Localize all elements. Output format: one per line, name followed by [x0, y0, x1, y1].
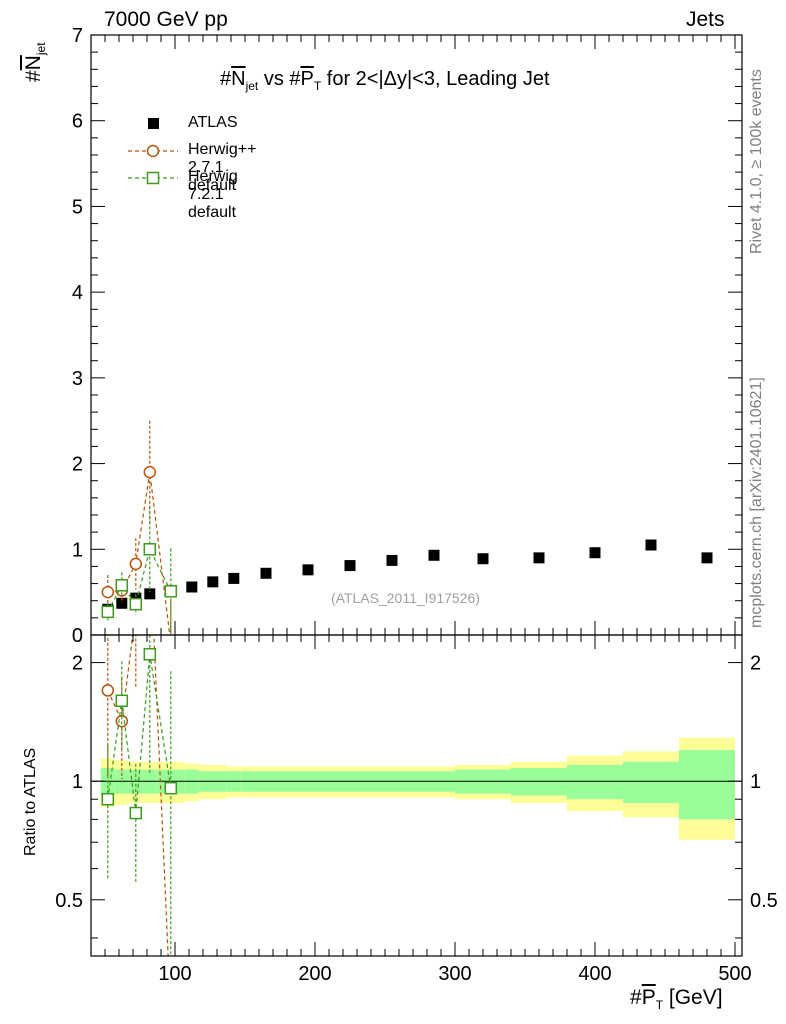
- ratio-ytick-label-right-1: 1: [750, 771, 761, 793]
- atlas-point-16: [645, 539, 657, 551]
- herwig7-ratio-point-1: [115, 694, 129, 708]
- herwig7-main-point-3: [143, 543, 157, 556]
- atlas-marker-icon: [148, 118, 159, 129]
- ratio-ytick-label-left-1: 1: [72, 771, 83, 793]
- atlas-point-3: [144, 588, 156, 600]
- herwigpp-main-point-0: [101, 585, 115, 599]
- band-inner-15: [567, 764, 623, 800]
- main-ytick-label-6: 6: [72, 111, 83, 133]
- xtick-label-2: 300: [438, 963, 471, 985]
- atlas-point-10: [344, 560, 356, 572]
- xtick-label-1: 200: [298, 963, 331, 985]
- xtick-label-4: 500: [718, 963, 751, 985]
- ratio-ytick-label-left-0: 0.5: [55, 890, 83, 912]
- atlas-point-7: [228, 572, 240, 584]
- analysis-watermark: (ATLAS_2011_I917526): [331, 590, 480, 606]
- ratio-uncertainty-bands: [100, 737, 735, 840]
- herwigpp-main-point-2: [129, 557, 143, 571]
- legend-label-atlas: ATLAS: [188, 114, 238, 131]
- ratio-series: [101, 635, 178, 956]
- herwig7-ratio-point-3: [143, 647, 157, 661]
- atlas-point-13: [477, 553, 489, 565]
- band-inner-17: [679, 749, 735, 820]
- header-left: 7000 GeV pp: [104, 8, 228, 31]
- atlas-point-6: [207, 576, 219, 588]
- main-ytick-label-2: 2: [72, 454, 83, 476]
- legend-label-herwig7: Herwig 7.2.1 default: [188, 168, 238, 221]
- herwig7-main-point-0: [101, 605, 115, 619]
- main-ytick-label-7: 7: [72, 25, 83, 47]
- ratio-frame: [90, 634, 743, 957]
- ratio-ytick-label-left-2: 2: [72, 653, 83, 675]
- atlas-point-17: [701, 552, 713, 564]
- band-inner-14: [511, 768, 567, 796]
- circle-marker-icon: [146, 144, 160, 158]
- band-inner-16: [623, 761, 679, 804]
- herwigpp-main-point-3: [143, 465, 157, 479]
- y-axis-label-ratio: Ratio to ATLAS: [22, 747, 39, 856]
- main-ytick-label-0: 0: [72, 625, 83, 647]
- herwigpp-ratio-line: [107, 635, 169, 956]
- atlas-point-12: [428, 549, 440, 561]
- main-series: [101, 420, 713, 635]
- atlas-point-9: [302, 564, 314, 576]
- atlas-point-8: [260, 567, 272, 579]
- atlas-point-14: [533, 552, 545, 564]
- herwig7-ratio-point-2: [129, 806, 143, 820]
- main-ytick-label-1: 1: [72, 539, 83, 561]
- atlas-point-11: [386, 554, 398, 566]
- herwig7-main-point-1: [115, 579, 129, 592]
- legend-label-herwigpp: Herwig++ 2.7.1 default: [188, 141, 257, 194]
- xtick-label-3: 400: [578, 963, 611, 985]
- herwig7-main-point-2: [129, 597, 143, 611]
- header-right: Jets: [686, 8, 725, 31]
- main-ytick-label-5: 5: [72, 196, 83, 218]
- tick-labels: 0 1 2 3 4 5 6 7 100 200 300 400 500 0.5 0.5 1 1 2 2: [55, 25, 778, 985]
- xtick-label-0: 100: [158, 963, 191, 985]
- main-ytick-label-3: 3: [72, 368, 83, 390]
- axis-ticks: [91, 34, 742, 956]
- rivet-version-text: Rivet 4.1.0, ≥ 100k events: [748, 69, 765, 254]
- x-axis-label: #PT [GeV]: [630, 986, 723, 1013]
- herwig7-main-point-4: [164, 585, 178, 598]
- atlas-point-15: [589, 547, 601, 559]
- herwig7-ratio-point-4: [164, 781, 178, 795]
- y-axis-label-main: #Njet: [22, 42, 49, 82]
- chart-title: #Njet vs #PT for 2<|Δy|<3, Leading Jet: [220, 68, 550, 93]
- mcplots-text: mcplots.cern.ch [arXiv:2401.10621]: [748, 377, 765, 628]
- main-ytick-label-4: 4: [72, 282, 83, 304]
- herwig7-ratio-point-0: [101, 792, 115, 806]
- square-marker-icon: [146, 171, 160, 185]
- ratio-ytick-label-right-2: 2: [750, 653, 761, 675]
- herwigpp-main-line: [107, 472, 171, 635]
- herwigpp-ratio-point-0: [101, 684, 115, 697]
- ratio-ytick-label-right-0: 0.5: [750, 890, 778, 912]
- atlas-point-5: [186, 581, 198, 593]
